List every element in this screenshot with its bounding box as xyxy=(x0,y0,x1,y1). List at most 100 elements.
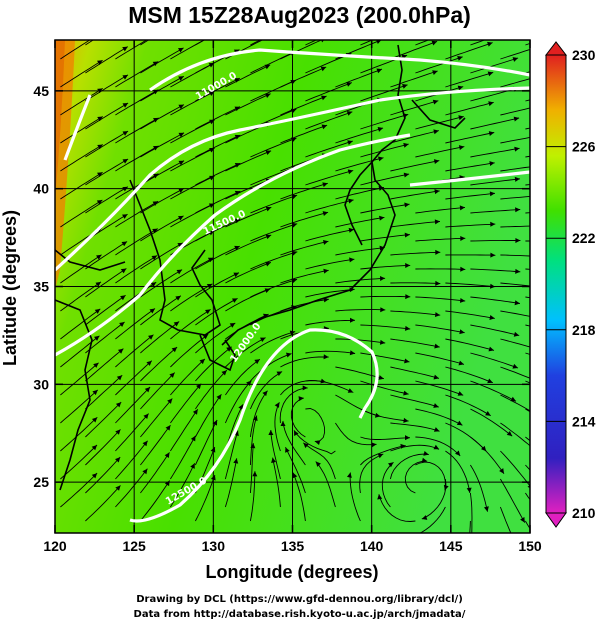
streamline xyxy=(140,215,184,242)
streamline xyxy=(445,132,495,144)
streamline xyxy=(140,160,185,186)
streamline xyxy=(280,211,329,228)
streamline-arrow xyxy=(142,440,148,447)
streamline xyxy=(85,186,129,214)
streamline xyxy=(279,387,308,424)
streamline-arrow xyxy=(234,245,240,251)
streamline-arrow xyxy=(322,211,329,216)
streamline xyxy=(335,247,385,256)
streamline-arrow xyxy=(234,218,241,224)
streamline xyxy=(195,134,241,158)
streamline-arrow xyxy=(169,372,175,378)
streamline xyxy=(250,251,298,270)
streamline xyxy=(415,380,464,396)
streamline xyxy=(445,282,496,288)
bohai-coast xyxy=(55,249,126,271)
streamline-arrow xyxy=(265,234,272,240)
streamline-arrow xyxy=(165,425,171,431)
streamline-arrow xyxy=(320,378,326,384)
streamline-arrow xyxy=(120,295,126,301)
streamline xyxy=(250,223,298,242)
streamline xyxy=(60,444,98,480)
streamline xyxy=(115,40,148,60)
streamline-arrow xyxy=(265,93,271,99)
streamline-arrow xyxy=(289,20,296,27)
streamline xyxy=(195,272,240,298)
streamline-arrow xyxy=(457,391,464,396)
streamline-arrow xyxy=(377,453,384,459)
x-tick-label: 145 xyxy=(439,538,463,554)
streamline-arrow xyxy=(379,245,385,251)
streamline xyxy=(170,91,215,116)
streamline xyxy=(140,269,183,298)
streamline-arrow xyxy=(457,85,464,91)
streamline-arrow xyxy=(458,115,464,121)
streamline xyxy=(390,251,441,256)
streamline-arrow xyxy=(487,41,493,47)
streamline xyxy=(60,416,98,452)
streamline-arrow xyxy=(122,103,129,108)
y-tick-label: 35 xyxy=(33,279,49,295)
streamline-arrow xyxy=(238,404,243,410)
streamline-arrow xyxy=(378,156,384,162)
streamline xyxy=(470,408,513,437)
streamline-arrow xyxy=(178,76,184,81)
streamline xyxy=(85,46,129,74)
streamline-arrow xyxy=(380,276,386,281)
streamline xyxy=(445,366,493,384)
streamline xyxy=(225,93,271,116)
streamline xyxy=(500,195,530,200)
y-axis-label: Latitude (degrees) xyxy=(0,210,20,366)
streamline-arrow xyxy=(153,145,159,151)
grid-lines xyxy=(55,40,530,533)
kuril-coast xyxy=(411,99,466,129)
streamline-arrow xyxy=(567,27,573,33)
streamline xyxy=(140,424,171,466)
streamline-arrow xyxy=(122,46,128,52)
streamline-arrow xyxy=(403,142,409,148)
streamline xyxy=(85,401,122,438)
streamline xyxy=(140,346,178,382)
streamline xyxy=(500,48,530,60)
streamline xyxy=(170,309,211,340)
streamline xyxy=(390,220,441,228)
streamline-arrow xyxy=(345,22,352,29)
streamline xyxy=(224,458,238,508)
streamline-arrow xyxy=(434,189,440,195)
streamline-arrow xyxy=(97,172,103,178)
streamline-arrow xyxy=(376,68,382,74)
china-coast xyxy=(55,299,93,491)
streamline-arrow xyxy=(322,239,329,245)
streamline xyxy=(305,258,355,270)
streamline-arrow xyxy=(485,410,491,416)
coastlines xyxy=(55,44,466,491)
streamline xyxy=(60,335,100,368)
streamline xyxy=(60,40,91,60)
streamline-arrow xyxy=(178,132,185,138)
colorbar-top-arrow xyxy=(544,41,568,56)
streamline-arrow xyxy=(466,487,472,493)
contour-12500 xyxy=(129,328,379,523)
contour-11500 xyxy=(55,86,530,272)
streamline-arrow xyxy=(142,468,148,475)
streamline xyxy=(249,443,254,494)
contour-11000 xyxy=(149,48,530,92)
streamline xyxy=(115,308,156,340)
streamline-arrow xyxy=(433,444,440,450)
streamline xyxy=(60,362,99,396)
streamline-arrow xyxy=(568,86,574,92)
streamline xyxy=(195,369,228,410)
streamline-arrow xyxy=(290,80,296,85)
streamline xyxy=(360,295,411,298)
streamline xyxy=(170,435,196,480)
streamline-arrow xyxy=(320,66,327,72)
streamline xyxy=(249,371,283,410)
streamline xyxy=(335,216,385,228)
streamline xyxy=(170,119,215,144)
x-tick-label: 150 xyxy=(518,538,542,554)
streamline xyxy=(60,59,103,88)
streamline xyxy=(195,106,241,130)
streamline-arrow xyxy=(97,30,104,37)
streamline xyxy=(140,75,185,102)
streamline-arrow xyxy=(515,268,521,274)
